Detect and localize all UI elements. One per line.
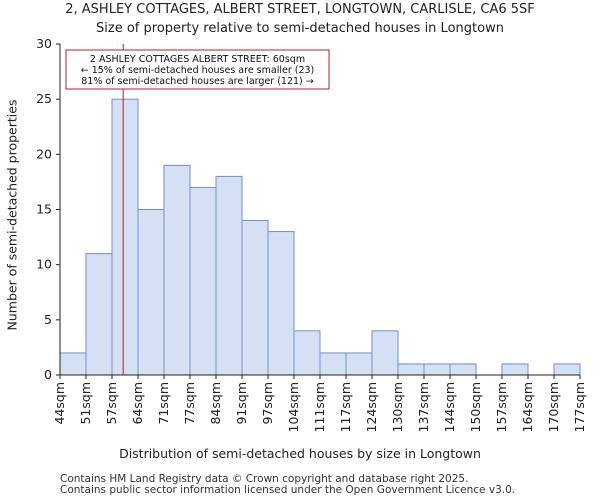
x-tick-label: 57sqm — [104, 382, 119, 425]
y-ticks-group: 0 5 10 15 20 25 30 — [36, 36, 60, 382]
annotation-line: 2 ASHLEY COTTAGES ALBERT STREET: 60sqm — [90, 54, 305, 65]
x-tick-label: 91sqm — [234, 382, 249, 425]
bar-64sqm — [137, 209, 165, 376]
y-tick-label: 0 — [44, 367, 52, 382]
chart-subtitle: Size of property relative to semi-detach… — [96, 21, 504, 36]
x-tick-label: 150sqm — [468, 382, 483, 432]
x-tick-label: 84sqm — [208, 382, 223, 425]
x-tick-label: 97sqm — [260, 382, 275, 425]
x-tick-label: 71sqm — [156, 382, 171, 425]
chart-title: 2, ASHLEY COTTAGES, ALBERT STREET, LONGT… — [65, 2, 535, 17]
marker-group: 2 ASHLEY COTTAGES ALBERT STREET: 60sqm← … — [65, 44, 330, 375]
bar-71sqm — [163, 164, 191, 376]
y-tick-label: 25 — [36, 91, 52, 106]
footer-licence: Contains public sector information licen… — [60, 484, 516, 496]
y-tick-label: 10 — [36, 257, 52, 272]
x-tick-label: 177sqm — [572, 382, 587, 432]
x-tick-label: 117sqm — [338, 382, 353, 432]
x-tick-label: 130sqm — [390, 382, 405, 432]
bar-117sqm — [345, 352, 373, 376]
x-tick-label: 77sqm — [182, 382, 197, 425]
bar-130sqm — [397, 363, 425, 376]
y-tick-label: 15 — [36, 202, 52, 217]
y-tick-label: 30 — [36, 36, 52, 51]
x-tick-label: 124sqm — [364, 382, 379, 432]
y-axis-label: Number of semi-detached properties — [4, 99, 20, 331]
bar-77sqm — [189, 186, 217, 376]
bar-170sqm — [553, 363, 581, 376]
x-tick-label: 144sqm — [442, 382, 457, 432]
x-tick-label: 170sqm — [546, 382, 561, 432]
bar-91sqm — [241, 220, 269, 376]
bar-51sqm — [85, 253, 113, 376]
x-tick-label: 64sqm — [130, 382, 145, 425]
y-tick-label: 20 — [36, 146, 52, 161]
x-tick-label: 111sqm — [312, 382, 327, 432]
bar-104sqm — [293, 330, 321, 376]
bar-124sqm — [371, 330, 399, 376]
annotation-line: 81% of semi-detached houses are larger (… — [81, 76, 314, 87]
x-tick-label: 164sqm — [520, 382, 535, 432]
x-ticks-group: 44sqm 51sqm 57sqm 64sqm 71sqm 77sqm 84sqm 91sqm… — [52, 375, 587, 432]
bar-137sqm — [423, 363, 451, 376]
annotation-box — [65, 49, 330, 90]
bar-144sqm — [449, 363, 477, 376]
x-tick-label: 51sqm — [78, 382, 93, 425]
x-tick-label: 157sqm — [494, 382, 509, 432]
bars-group — [59, 98, 581, 376]
annotation-line: ← 15% of semi-detached houses are smalle… — [81, 65, 315, 76]
x-tick-label: 137sqm — [416, 382, 431, 432]
bar-97sqm — [267, 231, 295, 376]
bar-157sqm — [501, 363, 529, 376]
footer-copyright: Contains HM Land Registry data © Crown c… — [60, 473, 469, 485]
bar-57sqm — [111, 98, 139, 376]
bar-44sqm — [59, 352, 87, 376]
x-axis-label: Distribution of semi-detached houses by … — [119, 446, 481, 461]
y-tick-label: 5 — [44, 312, 52, 327]
x-tick-label: 104sqm — [286, 382, 301, 432]
bar-111sqm — [319, 352, 347, 376]
x-tick-label: 44sqm — [52, 382, 67, 425]
bar-84sqm — [215, 175, 243, 376]
